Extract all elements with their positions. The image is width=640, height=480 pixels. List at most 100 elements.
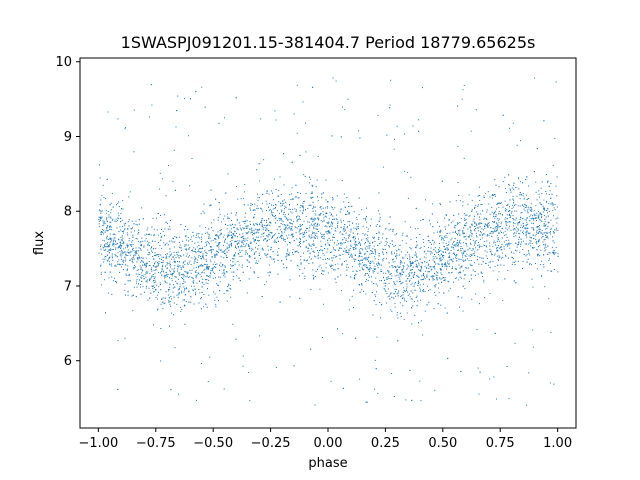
data-point — [462, 205, 464, 207]
data-point — [218, 300, 219, 302]
data-point — [100, 231, 102, 233]
data-point — [249, 256, 250, 258]
data-point — [372, 241, 374, 243]
data-point — [141, 257, 143, 259]
data-point — [415, 259, 417, 261]
data-point — [352, 222, 353, 224]
data-point — [449, 252, 451, 254]
data-point — [457, 242, 459, 244]
data-point — [398, 254, 400, 256]
data-point — [486, 224, 488, 226]
data-point — [188, 135, 189, 137]
data-point — [143, 276, 145, 278]
data-point — [427, 240, 429, 242]
data-point — [515, 219, 517, 221]
data-point — [120, 246, 122, 248]
data-point — [540, 220, 542, 222]
data-point — [358, 249, 360, 251]
data-point — [227, 173, 229, 175]
data-point — [453, 252, 455, 254]
data-point — [157, 308, 159, 310]
data-point — [228, 285, 230, 287]
data-point — [121, 219, 123, 221]
data-point — [409, 247, 411, 249]
data-point — [546, 236, 548, 238]
data-point — [309, 253, 311, 255]
data-point — [338, 243, 340, 245]
data-point — [547, 270, 549, 272]
data-point — [219, 276, 221, 278]
data-point — [472, 269, 474, 271]
data-point — [556, 206, 558, 208]
data-point — [146, 272, 148, 274]
data-point — [348, 206, 350, 207]
data-point — [410, 284, 412, 286]
data-point — [199, 281, 200, 283]
data-point — [429, 266, 431, 268]
data-point — [448, 253, 450, 255]
data-point — [540, 275, 542, 277]
data-point — [240, 198, 242, 200]
data-point — [200, 275, 202, 277]
data-point — [496, 235, 498, 237]
data-point — [206, 241, 208, 242]
data-point — [201, 241, 203, 243]
data-point — [193, 279, 195, 281]
data-point — [538, 217, 540, 218]
data-point — [219, 290, 221, 292]
data-point — [440, 269, 442, 271]
data-point — [371, 250, 373, 252]
data-point — [296, 216, 298, 218]
data-point — [233, 254, 235, 256]
data-point — [543, 232, 545, 234]
data-point — [362, 233, 364, 234]
data-point — [308, 204, 310, 206]
data-point — [147, 271, 149, 273]
data-point — [340, 226, 342, 228]
data-point — [197, 251, 199, 252]
data-point — [341, 180, 343, 182]
data-point — [338, 254, 340, 256]
data-point — [328, 244, 330, 246]
data-point — [368, 269, 370, 271]
data-point — [180, 246, 182, 248]
data-point — [380, 269, 382, 271]
data-point — [195, 294, 196, 296]
data-point — [129, 280, 131, 282]
data-point — [478, 242, 479, 244]
data-point — [269, 224, 271, 226]
data-point — [516, 210, 518, 212]
data-point — [151, 276, 153, 278]
data-point — [138, 254, 140, 256]
data-point — [201, 236, 202, 238]
data-point — [512, 195, 514, 197]
data-point — [135, 252, 136, 254]
data-point — [100, 233, 102, 235]
data-point — [178, 292, 180, 294]
data-point — [220, 221, 222, 223]
data-point — [433, 279, 435, 281]
data-point — [253, 253, 255, 255]
data-point — [245, 227, 247, 229]
data-point — [528, 243, 530, 245]
data-point — [520, 140, 521, 142]
data-point — [498, 213, 500, 215]
data-point — [362, 259, 364, 261]
data-point — [267, 272, 269, 274]
data-point — [98, 223, 100, 225]
data-point — [510, 251, 512, 253]
data-point — [133, 151, 135, 153]
data-point — [302, 201, 304, 203]
data-point — [401, 298, 403, 299]
data-point — [310, 218, 312, 220]
data-point — [325, 179, 327, 181]
data-point — [254, 209, 256, 211]
data-point — [548, 260, 550, 261]
data-point — [540, 187, 542, 189]
data-point — [507, 245, 508, 247]
data-point — [335, 80, 337, 82]
data-point — [153, 258, 155, 260]
data-point — [415, 255, 417, 257]
data-point — [226, 271, 228, 273]
data-point — [249, 246, 251, 248]
